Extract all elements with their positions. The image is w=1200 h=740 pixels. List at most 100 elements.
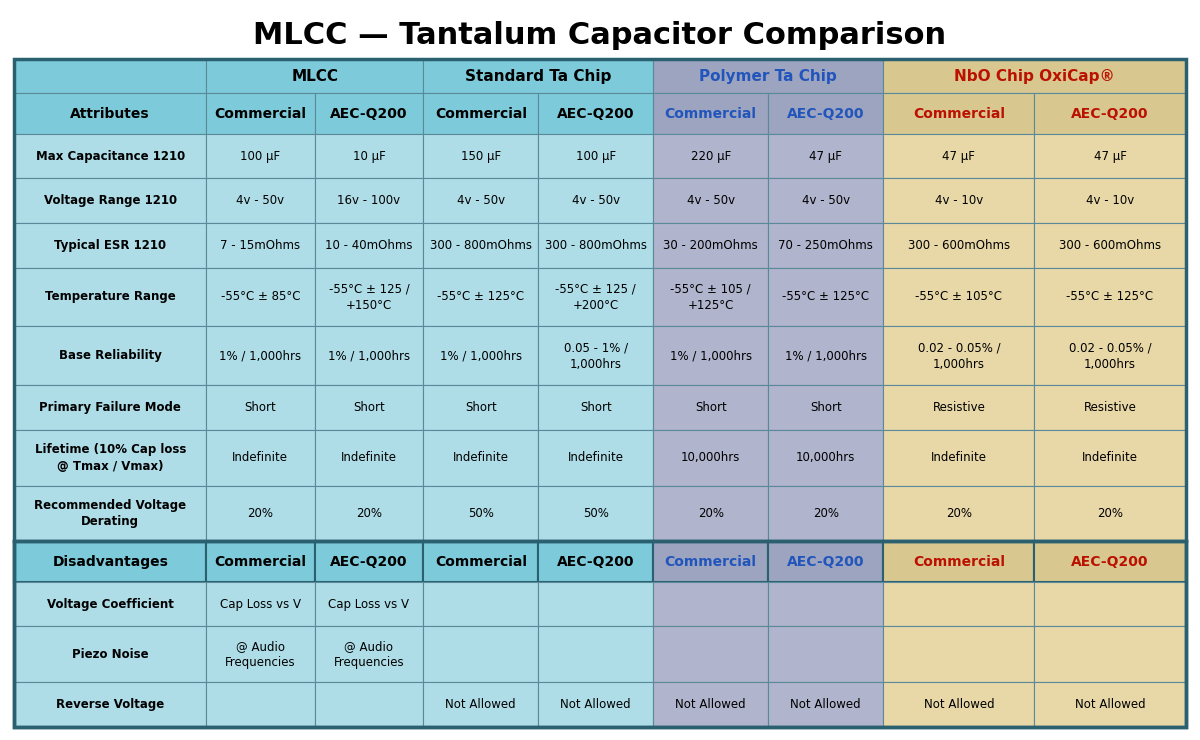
Text: Commercial: Commercial: [434, 554, 527, 568]
Bar: [1034, 326, 1186, 386]
Bar: [653, 326, 768, 386]
Text: Recommended Voltage
Derating: Recommended Voltage Derating: [34, 499, 186, 528]
Bar: [883, 223, 1034, 267]
Bar: [539, 582, 653, 627]
Bar: [539, 223, 653, 267]
Bar: [883, 326, 1034, 386]
Bar: [883, 627, 1034, 682]
Text: Polymer Ta Chip: Polymer Ta Chip: [700, 69, 838, 84]
Bar: [14, 326, 206, 386]
Text: 7 - 15mOhms: 7 - 15mOhms: [221, 239, 300, 252]
Bar: [883, 430, 1034, 485]
Bar: [424, 178, 539, 223]
Bar: [653, 223, 768, 267]
Text: 16v - 100v: 16v - 100v: [337, 194, 401, 207]
Bar: [768, 582, 883, 627]
Text: Reverse Voltage: Reverse Voltage: [56, 698, 164, 711]
Bar: [206, 59, 424, 93]
Bar: [314, 627, 424, 682]
Text: Temperature Range: Temperature Range: [44, 291, 175, 303]
Text: Voltage Coefficient: Voltage Coefficient: [47, 598, 174, 610]
Bar: [883, 682, 1034, 727]
Bar: [768, 386, 883, 430]
Bar: [206, 386, 314, 430]
Bar: [14, 582, 206, 627]
Bar: [14, 541, 1186, 727]
Bar: [653, 627, 768, 682]
Bar: [424, 59, 653, 93]
Text: -55°C ± 105 /
+125°C: -55°C ± 105 / +125°C: [671, 282, 751, 312]
Text: -55°C ± 125°C: -55°C ± 125°C: [782, 291, 869, 303]
Bar: [539, 267, 653, 326]
Bar: [424, 223, 539, 267]
Text: @ Audio
Frequencies: @ Audio Frequencies: [226, 639, 295, 669]
Bar: [1034, 223, 1186, 267]
Text: 47 µF: 47 µF: [942, 149, 976, 163]
Text: @ Audio
Frequencies: @ Audio Frequencies: [334, 639, 404, 669]
Text: MLCC — Tantalum Capacitor Comparison: MLCC — Tantalum Capacitor Comparison: [253, 21, 947, 50]
Bar: [653, 682, 768, 727]
Bar: [424, 682, 539, 727]
Bar: [883, 386, 1034, 430]
Bar: [206, 541, 314, 582]
Text: 1% / 1,000hrs: 1% / 1,000hrs: [670, 349, 751, 363]
Text: Indefinite: Indefinite: [341, 451, 397, 464]
Bar: [883, 178, 1034, 223]
Bar: [1034, 178, 1186, 223]
Bar: [768, 485, 883, 541]
Text: AEC-Q200: AEC-Q200: [1072, 554, 1148, 568]
Bar: [14, 59, 206, 93]
Text: AEC-Q200: AEC-Q200: [787, 107, 864, 121]
Text: 1% / 1,000hrs: 1% / 1,000hrs: [328, 349, 410, 363]
Bar: [314, 541, 424, 582]
Text: 1% / 1,000hrs: 1% / 1,000hrs: [785, 349, 866, 363]
Bar: [768, 178, 883, 223]
Bar: [539, 541, 653, 582]
Bar: [768, 223, 883, 267]
Bar: [653, 582, 768, 627]
Bar: [424, 386, 539, 430]
Text: 0.02 - 0.05% /
1,000hrs: 0.02 - 0.05% / 1,000hrs: [918, 341, 1000, 371]
Text: 220 µF: 220 µF: [691, 149, 731, 163]
Bar: [653, 541, 768, 582]
Bar: [768, 267, 883, 326]
Text: Short: Short: [245, 401, 276, 414]
Text: 4v - 50v: 4v - 50v: [457, 194, 505, 207]
Text: 4v - 10v: 4v - 10v: [935, 194, 983, 207]
Bar: [1034, 682, 1186, 727]
Text: Indefinite: Indefinite: [568, 451, 624, 464]
Text: -55°C ± 105°C: -55°C ± 105°C: [916, 291, 1002, 303]
Text: Not Allowed: Not Allowed: [560, 698, 631, 711]
Text: 10,000hrs: 10,000hrs: [796, 451, 856, 464]
Bar: [14, 93, 206, 134]
Text: Short: Short: [353, 401, 385, 414]
Bar: [768, 430, 883, 485]
Text: Short: Short: [464, 401, 497, 414]
Bar: [883, 582, 1034, 627]
Text: Typical ESR 1210: Typical ESR 1210: [54, 239, 167, 252]
Text: 300 - 600mOhms: 300 - 600mOhms: [1058, 239, 1162, 252]
Bar: [14, 682, 206, 727]
Text: 30 - 200mOhms: 30 - 200mOhms: [664, 239, 758, 252]
Bar: [883, 93, 1034, 134]
Bar: [883, 59, 1186, 93]
Text: 4v - 50v: 4v - 50v: [236, 194, 284, 207]
Text: Piezo Noise: Piezo Noise: [72, 648, 149, 661]
Text: Commercial: Commercial: [215, 554, 306, 568]
Bar: [314, 93, 424, 134]
Text: Commercial: Commercial: [913, 107, 1004, 121]
Text: 70 - 250mOhms: 70 - 250mOhms: [779, 239, 874, 252]
Text: 300 - 600mOhms: 300 - 600mOhms: [907, 239, 1010, 252]
Text: Not Allowed: Not Allowed: [445, 698, 516, 711]
Bar: [539, 430, 653, 485]
Text: 100 µF: 100 µF: [240, 149, 281, 163]
Text: 4v - 50v: 4v - 50v: [571, 194, 620, 207]
Bar: [206, 223, 314, 267]
Bar: [206, 485, 314, 541]
Bar: [768, 627, 883, 682]
Bar: [424, 485, 539, 541]
Bar: [314, 582, 424, 627]
Text: 4v - 10v: 4v - 10v: [1086, 194, 1134, 207]
Bar: [768, 541, 883, 582]
Bar: [1034, 267, 1186, 326]
